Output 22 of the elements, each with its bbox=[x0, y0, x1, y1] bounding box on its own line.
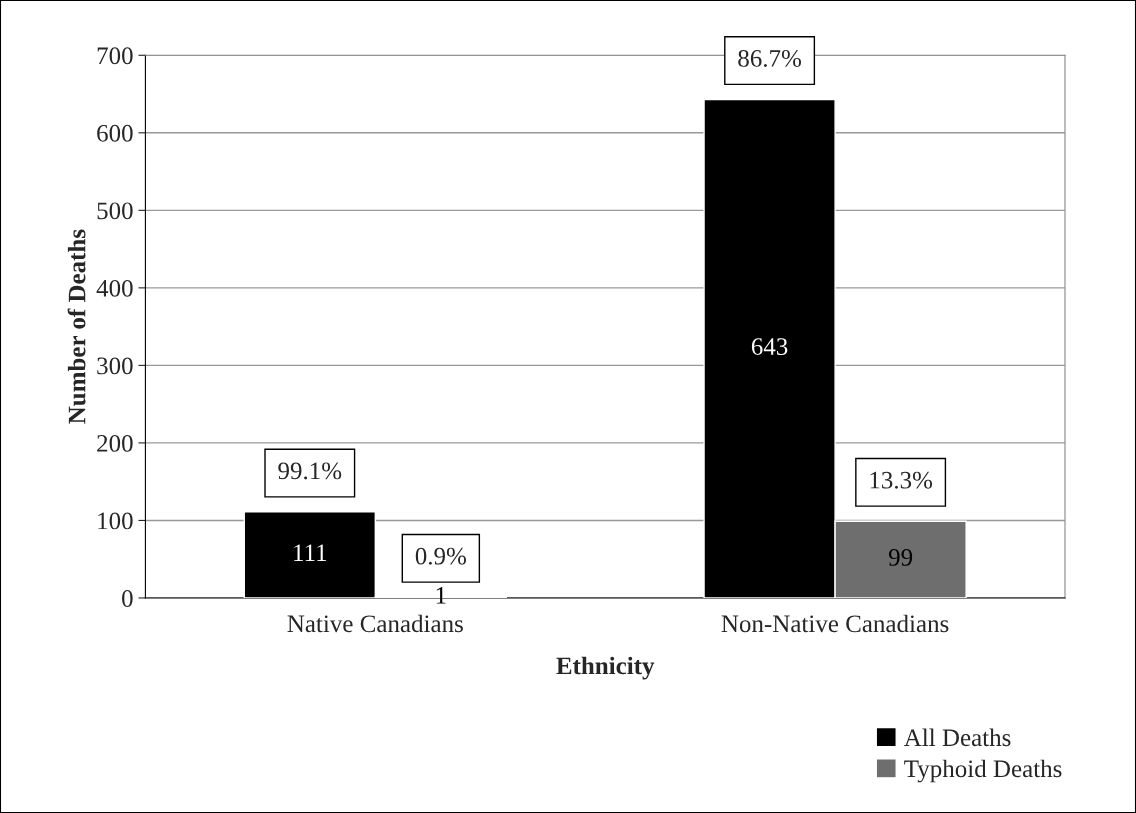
data-label: 99 bbox=[888, 549, 913, 566]
legend-label: All Deaths bbox=[903, 728, 1011, 747]
annotation: 86.7% bbox=[738, 49, 802, 67]
y-tick-label: 400 bbox=[96, 279, 133, 297]
data-label: 1 bbox=[436, 587, 446, 604]
y-tick-label: 0 bbox=[122, 590, 133, 607]
y-axis-title: Number of Deaths bbox=[67, 229, 86, 424]
annotation: 13.3% bbox=[870, 471, 933, 489]
annotation: 0.9% bbox=[415, 547, 467, 565]
y-tick-label: 200 bbox=[97, 434, 133, 452]
y-tick-label: 600 bbox=[97, 124, 133, 142]
x-tick-label: Native Canadians bbox=[287, 614, 463, 633]
y-tick-label: 700 bbox=[97, 47, 133, 65]
y-tick-label: 100 bbox=[98, 512, 133, 530]
data-label: 643 bbox=[751, 338, 788, 355]
legend-label: Typhoid Deaths bbox=[904, 759, 1062, 783]
y-tick-label: 300 bbox=[97, 357, 133, 375]
annotation: 99.1% bbox=[278, 462, 342, 480]
data-label: 111 bbox=[294, 544, 327, 561]
x-axis-title: Ethnicity bbox=[556, 656, 655, 680]
y-tick-label: 500 bbox=[97, 202, 133, 220]
x-tick-label: Non-Native Canadians bbox=[721, 614, 949, 633]
